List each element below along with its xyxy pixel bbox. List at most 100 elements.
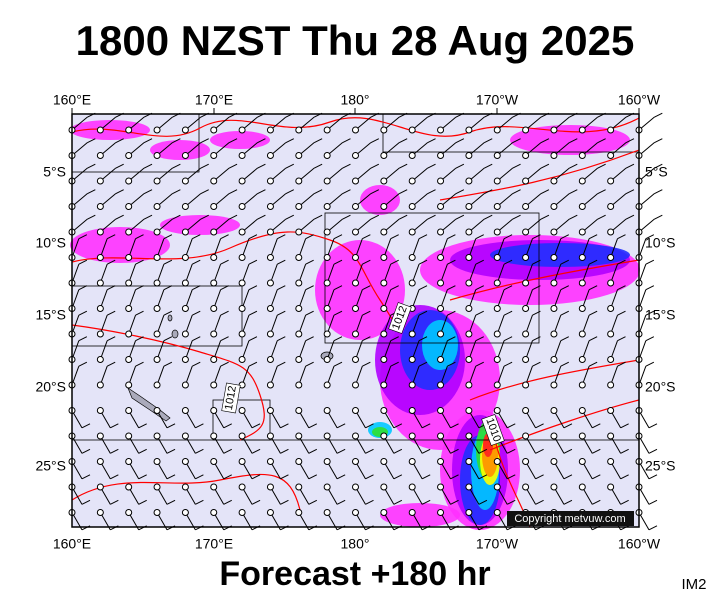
barb-station — [323, 279, 331, 287]
barb-station — [295, 458, 303, 465]
barb-station — [550, 330, 558, 338]
barb-station — [125, 152, 133, 159]
barb-flag — [280, 474, 289, 480]
barb-station — [295, 279, 303, 287]
precip-area — [160, 215, 240, 235]
barb-flag — [503, 285, 513, 291]
barb-station — [550, 407, 558, 414]
barb-station — [352, 483, 359, 491]
barb-flag — [398, 163, 408, 169]
barb-flag — [620, 448, 629, 454]
barb-flag — [313, 138, 323, 144]
barb-station — [493, 509, 501, 516]
barb-station — [408, 279, 416, 287]
barb-station — [550, 356, 558, 363]
barb-flag — [195, 448, 204, 454]
barb-flag — [200, 214, 209, 220]
barb-station — [153, 509, 161, 516]
barb-station — [380, 152, 388, 159]
barb-flag — [421, 423, 431, 429]
barb-flag — [163, 336, 173, 342]
barb-station — [323, 305, 331, 312]
barb-flag — [617, 336, 626, 342]
barb-flag — [172, 189, 181, 195]
barb-flag — [654, 112, 663, 118]
barb-flag — [512, 214, 521, 220]
barb-station — [125, 483, 133, 491]
barb-flag — [427, 163, 436, 169]
barb-flag — [223, 474, 232, 480]
barb-station — [380, 228, 388, 236]
barb-station — [295, 305, 303, 312]
barb-station — [125, 126, 133, 134]
barb-flag — [475, 285, 484, 291]
barb-station — [550, 203, 558, 210]
barb-station — [238, 152, 246, 159]
barb-flag — [248, 285, 258, 291]
barb-station — [181, 458, 189, 465]
barb-station — [578, 458, 586, 465]
barb-flag — [143, 214, 153, 220]
barb-flag — [308, 474, 318, 480]
barb-flag — [336, 499, 346, 505]
barb-station — [352, 330, 359, 338]
barb-station — [380, 458, 388, 465]
image-id: IM2 — [681, 576, 706, 593]
barb-flag — [560, 259, 570, 265]
barb-flag — [475, 310, 484, 316]
barb-flag — [503, 336, 513, 342]
barb-flag — [398, 214, 408, 220]
barb-station — [295, 228, 303, 236]
barb-station — [437, 381, 445, 389]
barb-flag — [220, 234, 229, 240]
barb-station — [522, 458, 530, 465]
barb-flag — [78, 310, 88, 316]
barb-station — [352, 305, 359, 312]
barb-flag — [220, 336, 229, 342]
barb-station — [607, 381, 615, 389]
barb-station — [295, 381, 303, 389]
barb-flag — [503, 259, 513, 265]
barb-flag — [200, 189, 209, 195]
barb-station — [578, 432, 586, 440]
latitude-label: 10°S — [645, 235, 676, 251]
barb-station — [493, 228, 501, 236]
barb-station — [96, 228, 104, 236]
precip-area — [380, 503, 460, 527]
barb-flag — [305, 310, 314, 316]
barb-station — [295, 356, 303, 363]
barb-flag — [87, 138, 96, 144]
barb-flag — [106, 336, 116, 342]
barb-flag — [135, 361, 144, 367]
barb-flag — [450, 499, 459, 505]
barb-station — [493, 279, 501, 287]
barb-station — [238, 228, 246, 236]
barb-station — [408, 458, 416, 465]
barb-flag — [285, 163, 294, 169]
barb-station — [96, 177, 104, 185]
barb-flag — [450, 474, 459, 480]
barb-station — [578, 305, 586, 312]
barb-flag — [163, 259, 173, 265]
isobar-label: 1012 — [223, 385, 239, 411]
barb-flag — [135, 285, 144, 291]
barb-station — [437, 177, 445, 185]
precip-area — [360, 185, 400, 215]
barb-station — [380, 509, 388, 516]
barb-flag — [617, 285, 626, 291]
barb-station — [181, 126, 189, 134]
barb-station — [578, 356, 586, 363]
barb-flag — [362, 336, 371, 342]
barb-flag — [228, 138, 238, 144]
barb-station — [323, 228, 331, 236]
longitude-label: 170°E — [195, 536, 233, 552]
barb-flag — [483, 214, 493, 220]
barb-flag — [532, 234, 541, 240]
barb-station — [181, 254, 189, 261]
barb-station — [96, 203, 104, 210]
barb-station — [465, 330, 473, 338]
barb-station — [210, 126, 218, 134]
barb-flag — [475, 336, 484, 342]
barb-flag — [540, 214, 550, 220]
barb-flag — [512, 163, 521, 169]
